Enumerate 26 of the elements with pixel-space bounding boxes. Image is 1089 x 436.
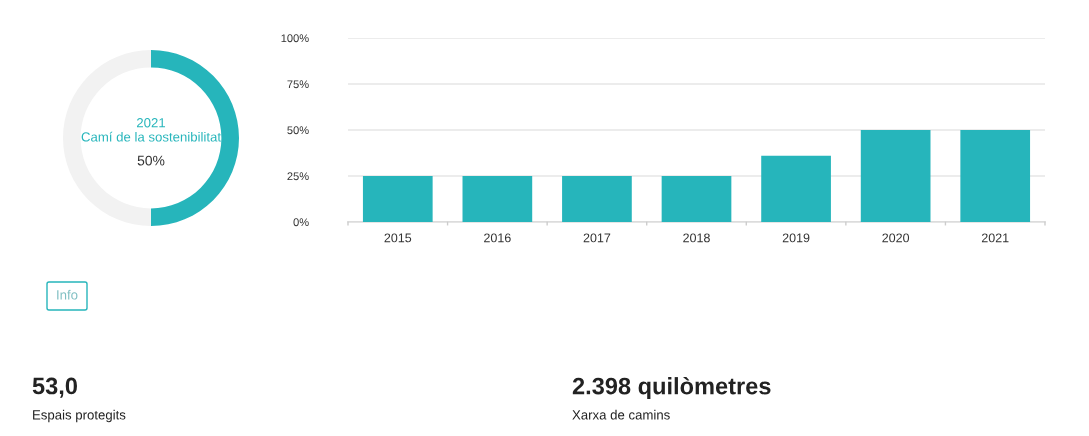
bar xyxy=(362,176,433,222)
data-label: 50% xyxy=(137,155,165,166)
text: Espais protegits xyxy=(33,409,126,423)
bar xyxy=(960,130,1031,222)
text: 2021 Camí de la sostenibilitat xyxy=(81,118,221,142)
y-tick-label: 75% xyxy=(287,80,309,89)
x-tick-label: 2016 xyxy=(484,233,511,243)
bar xyxy=(562,176,632,222)
y-tick-label: 100% xyxy=(281,34,309,43)
x-tick-label: 2019 xyxy=(782,233,810,243)
text: 2.398 quilòmetres xyxy=(572,376,771,400)
bar xyxy=(761,155,831,222)
x-tick-label: 2021 xyxy=(981,233,1009,243)
x-tick-label: 2020 xyxy=(882,233,910,243)
x-tick-label: 2015 xyxy=(384,233,412,243)
x-tick-label: 2018 xyxy=(683,233,710,243)
text: 53,0 xyxy=(32,377,77,398)
text: Info xyxy=(57,289,78,300)
bar xyxy=(462,176,533,222)
bar xyxy=(661,176,732,222)
y-tick-label: 0% xyxy=(293,218,309,227)
text: Xarxa de camins xyxy=(572,409,670,420)
bar xyxy=(860,130,931,222)
y-tick-label: 25% xyxy=(287,172,309,181)
y-tick-label: 50% xyxy=(287,126,309,135)
x-tick-label: 2017 xyxy=(583,233,611,243)
